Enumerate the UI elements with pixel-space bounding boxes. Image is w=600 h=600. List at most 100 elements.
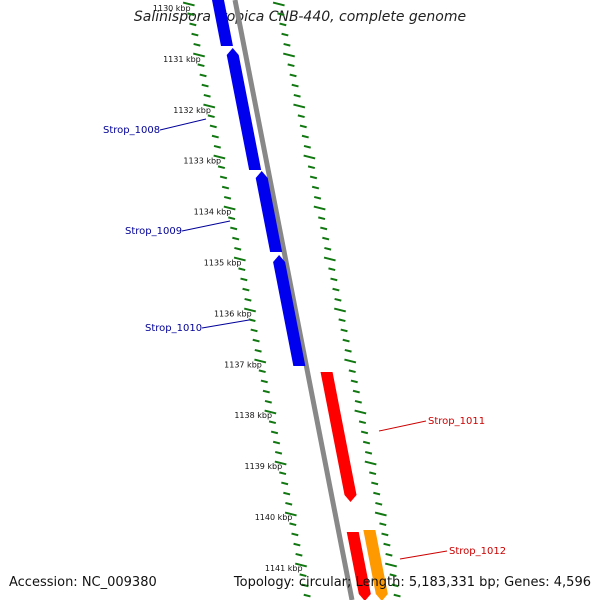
- tick-mark: [289, 522, 297, 527]
- accession-text: Accession: NC_009380: [9, 575, 157, 590]
- tick-mark: [328, 267, 336, 272]
- tick-mark: [313, 205, 326, 211]
- tick-mark: [223, 205, 236, 211]
- tick-mark: [272, 1, 285, 7]
- tick-mark: [323, 256, 336, 262]
- scale-label: 1134 kbp: [194, 208, 232, 217]
- tick-mark: [243, 307, 257, 313]
- scale-label: 1130 kbp: [153, 4, 191, 13]
- tick-mark: [379, 522, 387, 527]
- tick-mark: [233, 256, 246, 262]
- scale-label: 1139 kbp: [245, 462, 283, 471]
- tick-mark: [223, 195, 232, 200]
- tick-mark: [279, 22, 287, 27]
- tick-mark: [364, 450, 373, 455]
- tick-mark: [217, 165, 226, 170]
- tick-mark: [279, 471, 287, 476]
- tick-mark: [264, 409, 277, 415]
- tick-mark: [301, 134, 309, 139]
- tick-mark: [234, 246, 242, 251]
- tick-mark: [338, 318, 346, 323]
- leader-line: [399, 550, 448, 560]
- tick-mark: [264, 399, 272, 404]
- tick-mark: [332, 287, 340, 292]
- tick-mark: [354, 409, 367, 415]
- tick-mark: [289, 73, 297, 78]
- gene-label[interactable]: Strop_1010: [145, 323, 202, 334]
- tick-mark: [238, 267, 246, 272]
- scale-label: 1132 kbp: [173, 106, 211, 115]
- scale-label: 1131 kbp: [163, 55, 201, 64]
- outer-tick-ring: [272, 1, 401, 598]
- tick-mark: [324, 246, 332, 251]
- tick-mark: [285, 501, 293, 506]
- tick-mark: [232, 236, 240, 241]
- tick-mark: [211, 134, 219, 139]
- tick-mark: [299, 124, 307, 129]
- tick-mark: [277, 12, 285, 17]
- gene-arrow[interactable]: [226, 48, 262, 170]
- tick-mark: [381, 532, 389, 537]
- tick-mark: [254, 348, 262, 353]
- tick-mark: [358, 420, 367, 425]
- tick-mark: [309, 175, 318, 180]
- scale-label: 1133 kbp: [183, 157, 221, 166]
- tick-mark: [189, 22, 197, 27]
- tick-mark: [242, 287, 250, 292]
- tick-mark: [362, 440, 371, 445]
- tick-mark: [191, 32, 199, 37]
- tick-mark: [313, 195, 322, 200]
- leader-line: [181, 220, 231, 232]
- tick-mark: [207, 114, 215, 119]
- tick-mark: [354, 399, 362, 404]
- tick-mark: [240, 277, 248, 282]
- tick-mark: [270, 430, 279, 435]
- gene-arrow[interactable]: [273, 255, 306, 366]
- gene-arrow[interactable]: [212, 0, 233, 46]
- tick-mark: [284, 511, 297, 517]
- gene-label[interactable]: Strop_1011: [428, 416, 485, 427]
- tick-mark: [334, 297, 342, 302]
- tick-mark: [303, 144, 311, 149]
- tick-mark: [203, 103, 216, 109]
- scale-label: 1135 kbp: [204, 259, 242, 268]
- tick-mark: [219, 175, 228, 180]
- tick-mark: [203, 93, 211, 98]
- tick-mark: [307, 165, 316, 170]
- scale-label: 1137 kbp: [224, 360, 262, 369]
- scale-label: 1140 kbp: [255, 513, 293, 522]
- gene-label[interactable]: Strop_1008: [103, 125, 160, 136]
- inner-tick-ring: [182, 1, 311, 598]
- tick-mark: [301, 583, 309, 588]
- tick-mark: [252, 338, 260, 343]
- tick-mark: [294, 562, 308, 568]
- tick-mark: [213, 154, 226, 160]
- tick-mark: [360, 430, 369, 435]
- tick-mark: [244, 297, 252, 302]
- gene-arrow[interactable]: [363, 530, 388, 600]
- tick-mark: [393, 593, 401, 598]
- tick-mark: [283, 42, 291, 47]
- tick-mark: [385, 552, 393, 557]
- tick-mark: [250, 328, 258, 333]
- tick-mark: [391, 583, 399, 588]
- tick-mark: [311, 185, 320, 190]
- gene-arrow[interactable]: [320, 372, 357, 502]
- gene-label[interactable]: Strop_1009: [125, 226, 182, 237]
- gene-arrow[interactable]: [346, 532, 371, 600]
- tick-mark: [318, 216, 326, 221]
- tick-mark: [350, 379, 358, 384]
- tick-mark: [258, 369, 266, 374]
- tick-mark: [293, 542, 301, 547]
- gene-arrow[interactable]: [255, 171, 283, 252]
- tick-mark: [221, 185, 230, 190]
- tick-mark: [201, 83, 209, 88]
- tick-mark: [373, 491, 381, 496]
- gene-labels: Strop_1008 Strop_1009 Strop_1010 Strop_1011…: [103, 118, 506, 560]
- gene-label[interactable]: Strop_1012: [449, 546, 506, 557]
- tick-mark: [320, 226, 328, 231]
- tick-mark: [254, 358, 267, 364]
- tick-mark: [193, 42, 201, 47]
- tick-mark: [340, 328, 348, 333]
